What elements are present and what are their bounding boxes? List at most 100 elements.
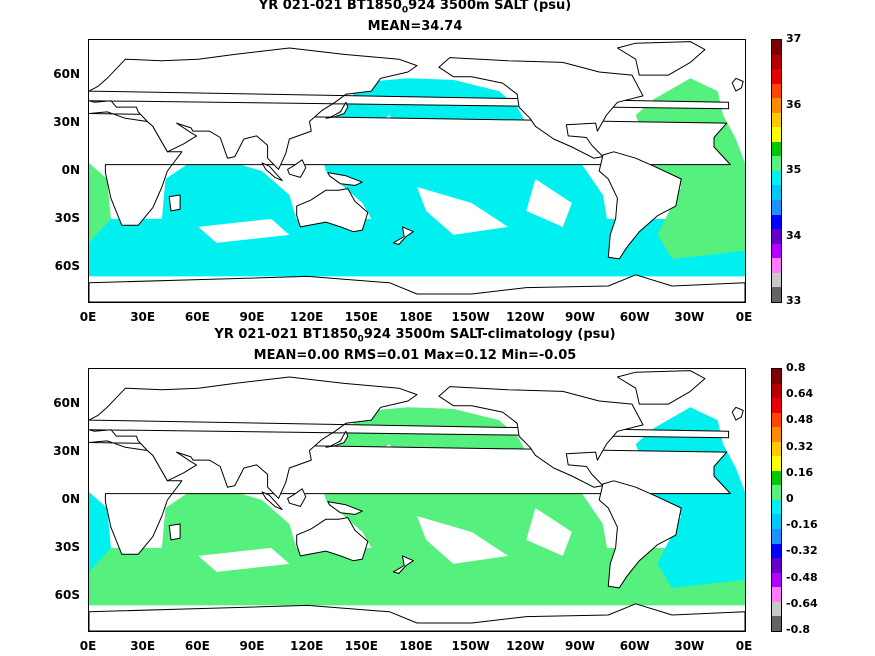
colorbar-segment [772, 127, 781, 142]
colorbar-label: 0.8 [786, 361, 806, 374]
colorbar-segment [772, 229, 781, 244]
x-tick-label: 90W [565, 310, 595, 324]
colorbar-segment [772, 398, 781, 413]
x-tick-label: 0E [79, 639, 97, 653]
top-map-svg [89, 41, 745, 302]
colorbar-label: -0.8 [786, 623, 811, 636]
x-tick-label: 60W [619, 639, 650, 653]
x-tick-label: 150W [451, 639, 490, 653]
top-colorbar [771, 39, 782, 303]
colorbar-segment [772, 185, 781, 201]
x-tick-label: 120W [506, 310, 545, 324]
field-atlantic-east [89, 492, 111, 572]
colorbar-label: 0.16 [786, 465, 814, 479]
continent-eurasia [89, 376, 730, 499]
y-tick-label: 60N [53, 396, 80, 411]
y-tick-label: 30S [54, 539, 80, 554]
colorbar-segment [772, 141, 781, 157]
continent-newguinea [327, 501, 363, 515]
y-tick-label: 30N [53, 444, 80, 459]
colorbar-segment [772, 601, 781, 617]
continent-japan [325, 101, 349, 119]
colorbar-segment [772, 272, 781, 288]
colorbar-segment [772, 558, 781, 573]
continent-southamerica [598, 151, 682, 260]
continent-southamerica [598, 480, 682, 589]
colorbar-segment [772, 369, 781, 384]
y-tick-label: 30S [54, 210, 80, 225]
x-tick-label: 90E [239, 639, 265, 653]
x-tick-label: 0E [79, 310, 97, 324]
continent-borneo [287, 159, 307, 178]
colorbar-label: -0.32 [786, 544, 818, 558]
bottom-title: YR 021-021 BT18500924 3500m SALT-climato… [214, 327, 616, 345]
colorbar-segment [772, 470, 781, 486]
colorbar-label: 0.48 [786, 413, 814, 427]
x-tick-label: 180E [399, 310, 433, 324]
y-tick-label: 0N [61, 492, 80, 506]
colorbar-segment [772, 514, 781, 530]
y-tick-label: 60N [53, 67, 80, 82]
colorbar-segment [772, 441, 781, 457]
colorbar-segment [772, 243, 781, 259]
x-tick-label: 150W [451, 310, 490, 324]
field-gap-1 [417, 187, 509, 235]
x-tick-label: 30E [130, 639, 156, 653]
continents [89, 41, 745, 302]
x-tick-label: 60E [184, 639, 210, 653]
colorbar-label: 0.32 [786, 439, 814, 453]
colorbar-segment [772, 98, 781, 113]
field-indian [161, 476, 299, 572]
continent-japan [325, 430, 349, 448]
top-subtitle: MEAN=34.74 [367, 19, 463, 34]
field-gap-1 [417, 516, 509, 564]
top-title: YR 021-021 BT18500924 3500m SALT (psu) [258, 0, 572, 16]
field-atlantic-east [89, 163, 111, 243]
colorbar-segment [772, 543, 781, 559]
x-tick-label: 150E [344, 310, 378, 324]
colorbar-segment [772, 156, 781, 171]
colorbar-label: 37 [786, 32, 802, 45]
field-gap-0 [198, 218, 290, 243]
x-tick-label: 120E [290, 639, 324, 653]
colorbar-segment [772, 83, 781, 99]
colorbar-label: -0.64 [786, 596, 818, 610]
continent-antarctica [89, 603, 745, 631]
field-indian [161, 147, 299, 243]
continent-greenland [616, 370, 706, 405]
top-map [88, 39, 746, 303]
continents [89, 370, 745, 631]
x-tick-label: 60E [184, 310, 210, 324]
colorbar-segment [772, 499, 781, 515]
x-tick-label: 30W [674, 639, 705, 653]
y-tick-label: 60S [54, 258, 80, 273]
colorbar-label: -0.16 [786, 518, 818, 532]
continent-newzealand [392, 555, 414, 574]
colorbar-segment [772, 383, 781, 399]
colorbar-segment [772, 427, 781, 442]
continent-sumatra [261, 491, 283, 511]
colorbar-label: 0 [786, 492, 794, 505]
bottom-map [88, 368, 746, 632]
x-tick-label: 60W [619, 310, 650, 324]
continent-newzealand [392, 226, 414, 245]
x-tick-label: 90E [239, 310, 265, 324]
continent-borneo [287, 488, 307, 507]
bottom-map-svg [89, 370, 745, 631]
continent-antarctica [89, 274, 745, 302]
colorbar-label: 33 [786, 294, 802, 307]
colorbar-segment [772, 616, 781, 631]
field-gap-0 [198, 547, 290, 572]
y-tick-label: 0N [61, 163, 80, 177]
colorbar-segment [772, 587, 781, 602]
continent-australia [296, 517, 369, 562]
colorbar-segment [772, 40, 781, 55]
continent-sumatra [261, 162, 283, 182]
colorbar-label: 34 [786, 228, 802, 242]
colorbar-label: -0.48 [786, 570, 818, 584]
colorbar-segment [772, 412, 781, 428]
colorbar-segment [772, 69, 781, 84]
continent-madagascar [168, 523, 181, 541]
x-tick-label: 120W [506, 639, 545, 653]
colorbar-label: 36 [786, 97, 802, 111]
